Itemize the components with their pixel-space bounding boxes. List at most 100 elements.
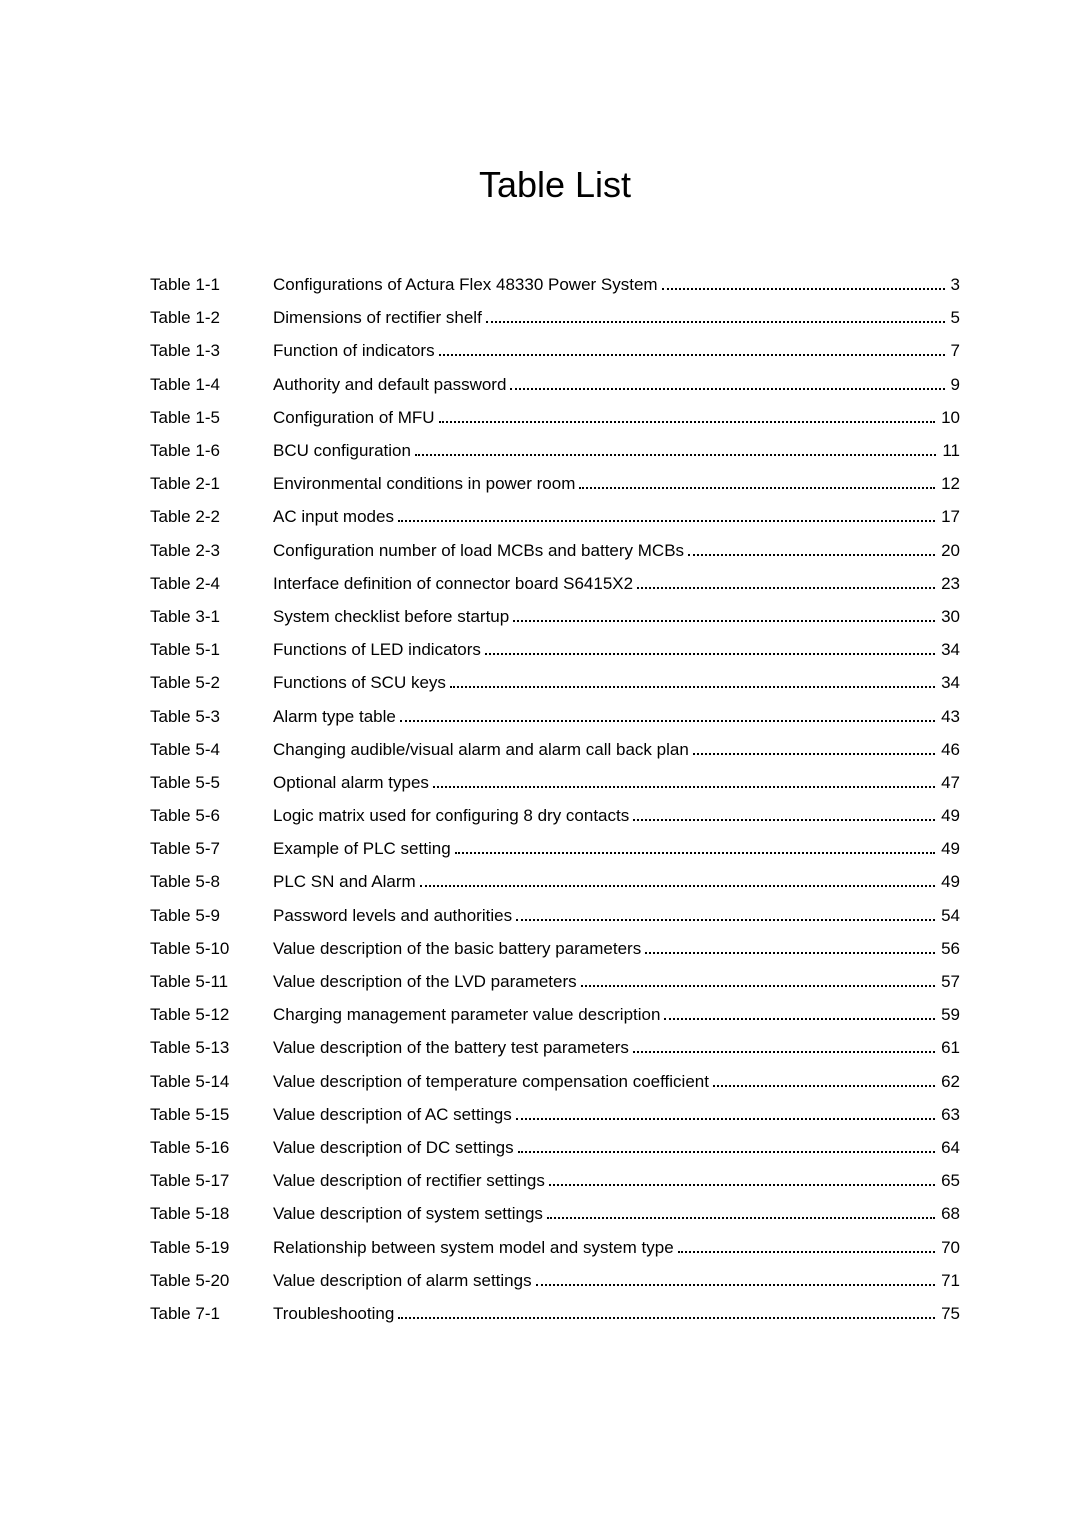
toc-row: Table 1-4Authority and default password9 — [150, 376, 960, 393]
toc-row: Table 5-7Example of PLC setting49 — [150, 840, 960, 857]
toc-row: Table 5-15Value description of AC settin… — [150, 1106, 960, 1123]
toc-entry-label: Table 1-6 — [150, 442, 273, 459]
toc-entry-label: Table 5-2 — [150, 674, 273, 691]
toc-entry-description: Changing audible/visual alarm and alarm … — [273, 741, 689, 758]
toc-entry-label: Table 5-17 — [150, 1172, 273, 1189]
toc-entry-page: 5 — [949, 309, 960, 326]
toc-entry-description: Interface definition of connector board … — [273, 575, 633, 592]
toc-entry-page: 10 — [939, 409, 960, 426]
toc-entry-description: Value description of temperature compens… — [273, 1073, 709, 1090]
toc-row: Table 1-6BCU configuration 11 — [150, 442, 960, 459]
toc-entry-label: Table 5-14 — [150, 1073, 273, 1090]
toc-leader-dots — [547, 1207, 935, 1219]
toc-entry-description: Value description of system settings — [273, 1205, 543, 1222]
toc-entry-label: Table 1-1 — [150, 276, 273, 293]
toc-entry-description: Environmental conditions in power room — [273, 475, 575, 492]
toc-leader-dots — [549, 1174, 935, 1186]
toc-entry-page: 7 — [949, 342, 960, 359]
toc-entry-label: Table 1-4 — [150, 376, 273, 393]
toc-entry-label: Table 1-3 — [150, 342, 273, 359]
toc-leader-dots — [645, 942, 935, 954]
toc-entry-page: 49 — [939, 873, 960, 890]
toc-entry-page: 11 — [940, 442, 960, 459]
toc-leader-dots — [485, 643, 935, 655]
toc-leader-dots — [513, 610, 935, 622]
toc-entry-page: 23 — [939, 575, 960, 592]
toc-entry-description: Value description of alarm settings — [273, 1272, 532, 1289]
toc-leader-dots — [516, 1108, 935, 1120]
toc-entry-page: 30 — [939, 608, 960, 625]
toc-row: Table 1-5Configuration of MFU10 — [150, 409, 960, 426]
toc-entry-page: 71 — [939, 1272, 960, 1289]
toc-entry-label: Table 2-4 — [150, 575, 273, 592]
toc-entry-description: Configuration number of load MCBs and ba… — [273, 542, 684, 559]
toc-row: Table 2-3Configuration number of load MC… — [150, 542, 960, 559]
toc-entry-label: Table 1-2 — [150, 309, 273, 326]
toc-entry-page: 34 — [939, 641, 960, 658]
toc-row: Table 5-18Value description of system se… — [150, 1205, 960, 1222]
toc-entry-description: Optional alarm types — [273, 774, 429, 791]
toc-entry-label: Table 5-4 — [150, 741, 273, 758]
toc-entry-description: Value description of the basic battery p… — [273, 940, 641, 957]
toc-entry-description: Charging management parameter value desc… — [273, 1006, 660, 1023]
toc-entry-description: Password levels and authorities — [273, 907, 512, 924]
toc-entry-label: Table 5-5 — [150, 774, 273, 791]
toc-entry-description: Troubleshooting — [273, 1305, 394, 1322]
toc-row: Table 5-8PLC SN and Alarm49 — [150, 873, 960, 890]
toc-entry-description: Configurations of Actura Flex 48330 Powe… — [273, 276, 658, 293]
toc-entry-description: AC input modes — [273, 508, 394, 525]
toc-entry-label: Table 5-18 — [150, 1205, 273, 1222]
toc-entry-description: Example of PLC setting — [273, 840, 451, 857]
toc-leader-dots — [581, 975, 935, 987]
toc-entry-label: Table 5-16 — [150, 1139, 273, 1156]
toc-entry-label: Table 7-1 — [150, 1305, 273, 1322]
toc-entry-page: 43 — [939, 708, 960, 725]
toc-entry-label: Table 5-6 — [150, 807, 273, 824]
toc-row: Table 5-3Alarm type table43 — [150, 708, 960, 725]
toc-row: Table 5-14Value description of temperatu… — [150, 1073, 960, 1090]
toc-row: Table 5-2Functions of SCU keys34 — [150, 674, 960, 691]
toc-entry-description: System checklist before startup — [273, 608, 509, 625]
toc-entry-page: 57 — [939, 973, 960, 990]
toc-entry-description: Dimensions of rectifier shelf — [273, 309, 482, 326]
toc-entry-label: Table 5-12 — [150, 1006, 273, 1023]
toc-row: Table 2-1Environmental conditions in pow… — [150, 475, 960, 492]
toc-entry-page: 63 — [939, 1106, 960, 1123]
toc-leader-dots — [713, 1074, 935, 1086]
toc-row: Table 5-5Optional alarm types47 — [150, 774, 960, 791]
toc-entry-label: Table 2-1 — [150, 475, 273, 492]
toc-entry-label: Table 5-3 — [150, 708, 273, 725]
page-container: Table List Table 1-1Configurations of Ac… — [0, 0, 1080, 1528]
toc-row: Table 3-1System checklist before startup… — [150, 608, 960, 625]
toc-leader-dots — [450, 676, 935, 688]
toc-entry-description: Value description of rectifier settings — [273, 1172, 545, 1189]
toc-entry-page: 70 — [939, 1239, 960, 1256]
toc-entry-label: Table 5-7 — [150, 840, 273, 857]
toc-leader-dots — [633, 809, 935, 821]
toc-row: Table 5-9Password levels and authorities… — [150, 907, 960, 924]
toc-leader-dots — [420, 875, 935, 887]
toc-row: Table 5-13Value description of the batte… — [150, 1039, 960, 1056]
toc-entry-label: Table 1-5 — [150, 409, 273, 426]
toc-entry-description: Value description of the LVD parameters — [273, 973, 577, 990]
toc-leader-dots — [678, 1240, 935, 1252]
toc-entry-label: Table 5-8 — [150, 873, 273, 890]
toc-entry-description: Value description of DC settings — [273, 1139, 514, 1156]
toc-entry-page: 65 — [939, 1172, 960, 1189]
toc-row: Table 5-1Functions of LED indicators34 — [150, 641, 960, 658]
toc-entry-page: 34 — [939, 674, 960, 691]
toc-entry-label: Table 5-11 — [150, 973, 273, 990]
toc-entry-description: BCU configuration — [273, 442, 411, 459]
toc-leader-dots — [662, 278, 945, 290]
toc-leader-dots — [439, 344, 945, 356]
toc-entry-page: 59 — [939, 1006, 960, 1023]
toc-row: Table 5-16Value description of DC settin… — [150, 1139, 960, 1156]
toc-row: Table 2-2AC input modes17 — [150, 508, 960, 525]
page-title: Table List — [150, 164, 960, 206]
toc-entry-page: 61 — [939, 1039, 960, 1056]
toc-entry-page: 75 — [939, 1305, 960, 1322]
toc-row: Table 5-11Value description of the LVD p… — [150, 973, 960, 990]
toc-leader-dots — [439, 411, 936, 423]
toc-entry-description: Functions of LED indicators — [273, 641, 481, 658]
toc-row: Table 1-2Dimensions of rectifier shelf 5 — [150, 309, 960, 326]
